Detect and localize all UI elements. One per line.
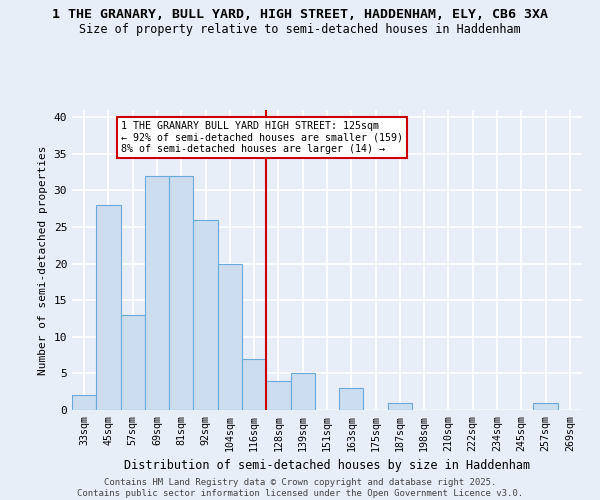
Bar <box>169 176 193 410</box>
Text: 1 THE GRANARY, BULL YARD, HIGH STREET, HADDENHAM, ELY, CB6 3XA: 1 THE GRANARY, BULL YARD, HIGH STREET, H… <box>52 8 548 20</box>
Bar <box>121 315 145 410</box>
Text: 1 THE GRANARY BULL YARD HIGH STREET: 125sqm
← 92% of semi-detached houses are sm: 1 THE GRANARY BULL YARD HIGH STREET: 125… <box>121 121 403 154</box>
Bar <box>242 359 266 410</box>
Bar <box>533 402 558 410</box>
Bar <box>145 176 169 410</box>
Bar <box>72 396 96 410</box>
Bar <box>388 402 412 410</box>
Bar <box>218 264 242 410</box>
Text: Contains HM Land Registry data © Crown copyright and database right 2025.
Contai: Contains HM Land Registry data © Crown c… <box>77 478 523 498</box>
Bar <box>266 380 290 410</box>
Bar <box>193 220 218 410</box>
X-axis label: Distribution of semi-detached houses by size in Haddenham: Distribution of semi-detached houses by … <box>124 459 530 472</box>
Bar <box>96 205 121 410</box>
Bar <box>290 374 315 410</box>
Bar <box>339 388 364 410</box>
Y-axis label: Number of semi-detached properties: Number of semi-detached properties <box>38 145 48 375</box>
Text: Size of property relative to semi-detached houses in Haddenham: Size of property relative to semi-detach… <box>79 22 521 36</box>
